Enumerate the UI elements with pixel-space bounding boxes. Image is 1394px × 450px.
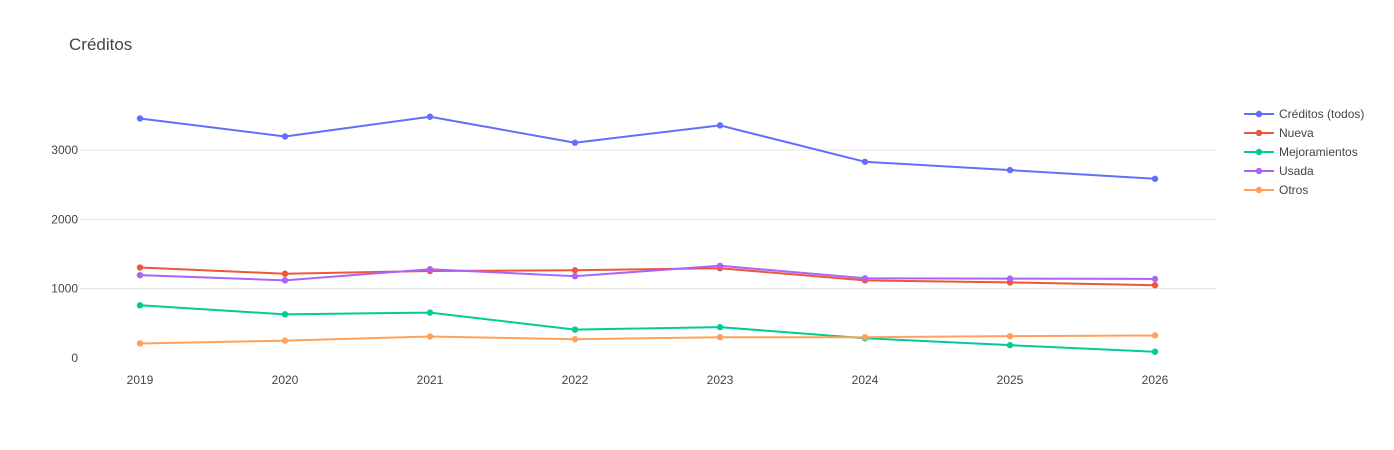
data-point[interactable] [1006, 166, 1014, 174]
data-point[interactable] [281, 311, 289, 318]
data-point[interactable] [426, 333, 434, 340]
data-point[interactable] [281, 270, 289, 277]
chart-title: Créditos [69, 35, 132, 54]
series-4 [136, 332, 1159, 347]
series-3 [136, 262, 1159, 284]
x-tick-label: 2022 [562, 373, 589, 387]
legend-label: Créditos (todos) [1279, 107, 1364, 121]
series-1 [136, 264, 1159, 289]
series-2 [136, 302, 1159, 355]
legend-label: Usada [1279, 164, 1314, 178]
data-point[interactable] [426, 266, 434, 273]
data-point[interactable] [571, 336, 579, 343]
y-tick-label: 0 [71, 351, 78, 365]
data-point[interactable] [136, 115, 144, 122]
data-point[interactable] [1151, 282, 1159, 289]
data-point[interactable] [861, 334, 869, 341]
y-tick-label: 3000 [51, 143, 78, 157]
legend-swatch-marker [1255, 186, 1263, 194]
legend-item[interactable]: Créditos (todos) [1244, 107, 1364, 121]
data-point[interactable] [716, 122, 724, 129]
x-tick-label: 2023 [707, 373, 734, 387]
data-point[interactable] [571, 267, 579, 274]
data-point[interactable] [571, 326, 579, 333]
legend-label: Otros [1279, 183, 1308, 197]
data-point[interactable] [1006, 332, 1014, 340]
x-axis: 2019 2020 2021 2022 2023 2024 2025 2026 [127, 373, 1169, 387]
data-point[interactable] [136, 271, 144, 279]
data-point[interactable] [716, 262, 724, 269]
legend-swatch-marker [1255, 110, 1263, 118]
x-tick-label: 2021 [417, 373, 444, 387]
data-point[interactable] [281, 133, 289, 140]
data-point[interactable] [1151, 275, 1159, 283]
data-point[interactable] [1006, 275, 1014, 282]
data-point[interactable] [281, 277, 289, 284]
data-point[interactable] [426, 113, 434, 120]
data-point[interactable] [281, 337, 289, 344]
data-point[interactable] [136, 264, 144, 271]
gridlines [80, 149, 1216, 290]
legend-label: Mejoramientos [1279, 145, 1358, 159]
data-point[interactable] [136, 302, 144, 309]
data-point[interactable] [716, 334, 724, 341]
series-line [139, 266, 1156, 287]
legend[interactable]: Créditos (todos) Nueva Mejoramientos Usada O… [1244, 107, 1364, 197]
data-point[interactable] [1151, 348, 1159, 355]
series-line [139, 304, 1156, 353]
series-line [139, 334, 1156, 345]
y-tick-label: 2000 [51, 212, 78, 226]
data-point[interactable] [1151, 332, 1159, 339]
data-point[interactable] [1006, 341, 1014, 349]
data-point[interactable] [426, 309, 434, 316]
x-tick-label: 2025 [997, 373, 1024, 387]
legend-item[interactable]: Usada [1244, 164, 1314, 178]
x-tick-label: 2019 [127, 373, 154, 387]
legend-item[interactable]: Mejoramientos [1244, 145, 1358, 159]
x-tick-label: 2020 [272, 373, 299, 387]
series-line [139, 115, 1156, 180]
data-point[interactable] [571, 272, 579, 280]
data-point[interactable] [861, 275, 869, 282]
x-tick-label: 2026 [1142, 373, 1169, 387]
legend-swatch-marker [1255, 148, 1263, 156]
data-point[interactable] [1151, 175, 1159, 182]
legend-swatch-marker [1255, 129, 1263, 137]
series-layer [136, 113, 1159, 355]
legend-swatch-marker [1255, 167, 1263, 175]
legend-item[interactable]: Otros [1244, 183, 1308, 197]
y-tick-label: 1000 [51, 282, 78, 296]
data-point[interactable] [861, 158, 869, 165]
x-tick-label: 2024 [852, 373, 879, 387]
y-axis: 0 1000 2000 3000 [51, 143, 78, 365]
series-0 [136, 113, 1159, 182]
data-point[interactable] [571, 139, 579, 146]
data-point[interactable] [716, 323, 724, 331]
series-line [139, 264, 1156, 282]
data-point[interactable] [136, 340, 144, 347]
legend-label: Nueva [1279, 126, 1314, 140]
legend-item[interactable]: Nueva [1244, 126, 1314, 140]
